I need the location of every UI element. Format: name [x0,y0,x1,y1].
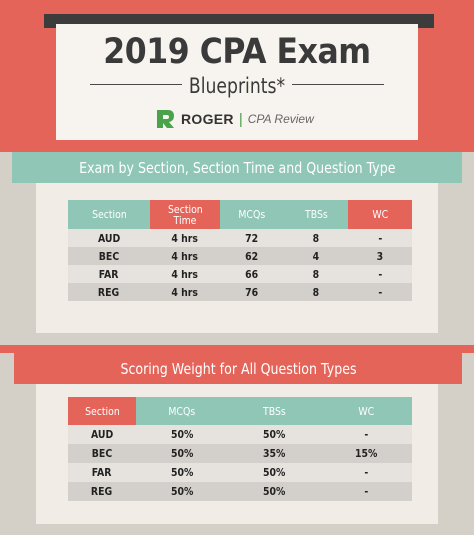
cell-tbss: 50% [228,482,320,501]
table-row: REG 50% 50% - [68,482,412,501]
cell-wc: - [320,463,412,482]
cell-mcqs: 50% [136,463,228,482]
cell-mcqs: 72 [220,229,284,247]
page-subtitle: Blueprints* [188,74,286,98]
col-header-wc: WC [348,200,412,229]
table-row: BEC 4 hrs 62 4 3 [68,247,412,265]
col-header-tbss: TBSs [228,397,320,425]
section2-title: Scoring Weight for All Question Types [119,359,357,378]
cell-section: AUD [68,229,150,247]
cell-section: BEC [68,444,136,463]
cell-tbss: 8 [284,229,348,247]
cell-tbss: 50% [228,463,320,482]
logo-brand-text: ROGER [181,111,234,127]
cell-section-time: 4 hrs [150,265,220,283]
exam-section-header-row: Section Section Time MCQs TBSs WC [68,200,412,229]
section1-title: Exam by Section, Section Time and Questi… [78,158,396,177]
scoring-weight-header-row: Section MCQs TBSs WC [68,397,412,425]
col-header-wc: WC [320,397,412,425]
cell-wc: - [348,229,412,247]
cell-section: REG [68,283,150,301]
cell-section: FAR [68,265,150,283]
cell-mcqs: 50% [136,444,228,463]
logo-separator: | [238,110,243,128]
cell-wc: - [320,425,412,444]
cell-mcqs: 76 [220,283,284,301]
cell-mcqs: 62 [220,247,284,265]
subtitle-rule-right [292,84,384,85]
cell-wc: - [348,283,412,301]
section1-banner: Exam by Section, Section Time and Questi… [12,152,462,183]
col-header-mcqs: MCQs [220,200,284,229]
subtitle-rule-left [90,84,182,85]
roger-logo: ROGER | CPA Review [154,108,314,130]
cell-tbss: 8 [284,283,348,301]
col-header-section: Section [68,397,136,425]
table-row: REG 4 hrs 76 8 - [68,283,412,301]
cell-tbss: 8 [284,265,348,283]
cell-wc: 3 [348,247,412,265]
table-row: AUD 50% 50% - [68,425,412,444]
cell-mcqs: 50% [136,482,228,501]
section2-banner: Scoring Weight for All Question Types [14,353,462,384]
col-header-mcqs: MCQs [136,397,228,425]
cell-section-time: 4 hrs [150,247,220,265]
title-card: 2019 CPA Exam Blueprints* ROGER | CPA Re… [56,24,418,140]
table-row: AUD 4 hrs 72 8 - [68,229,412,247]
cell-mcqs: 50% [136,425,228,444]
cell-wc: - [348,265,412,283]
roger-logo-icon [157,110,174,128]
logo-subtext: CPA Review [247,112,314,126]
cell-section: REG [68,482,136,501]
cell-section: FAR [68,463,136,482]
table-row: BEC 50% 35% 15% [68,444,412,463]
col-header-tbss: TBSs [284,200,348,229]
exam-section-table: Section Section Time MCQs TBSs WC AUD 4 … [68,200,412,301]
cell-section: AUD [68,425,136,444]
cell-wc: 15% [320,444,412,463]
scoring-weight-table: Section MCQs TBSs WC AUD 50% 50% - BEC 5… [68,397,412,501]
col-header-section-time: Section Time [150,200,220,229]
page-title: 2019 CPA Exam [103,32,371,72]
table-row: FAR 4 hrs 66 8 - [68,265,412,283]
cell-tbss: 50% [228,425,320,444]
table-row: FAR 50% 50% - [68,463,412,482]
cell-mcqs: 66 [220,265,284,283]
cell-wc: - [320,482,412,501]
col-header-section: Section [68,200,150,229]
cell-section: BEC [68,247,150,265]
cell-section-time: 4 hrs [150,283,220,301]
cell-section-time: 4 hrs [150,229,220,247]
cell-tbss: 35% [228,444,320,463]
cell-tbss: 4 [284,247,348,265]
